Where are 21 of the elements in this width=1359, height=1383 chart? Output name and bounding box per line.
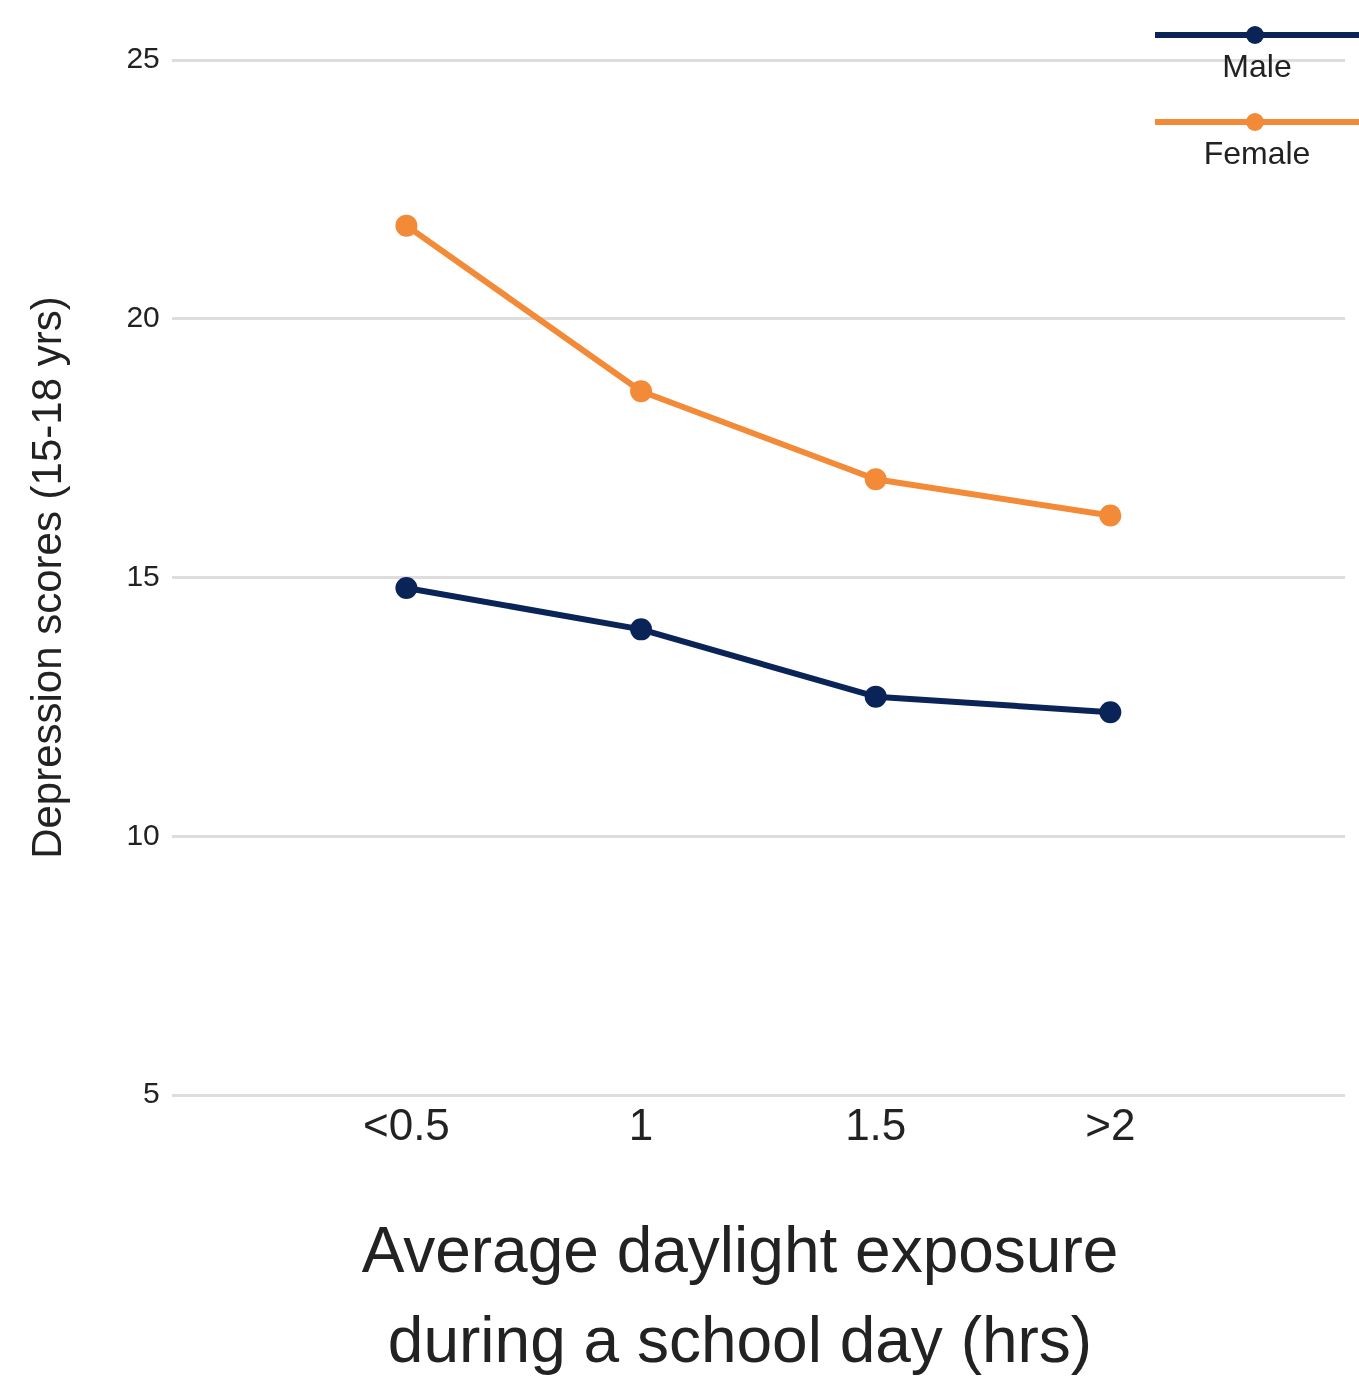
y-tick-label: 10 [126,817,160,851]
y-tick-label: 25 [126,41,160,75]
point [395,214,418,237]
x-tick-label: <0.5 [362,1099,450,1149]
y-tick-label: 20 [126,300,160,334]
point [864,685,887,708]
point [1099,504,1122,527]
point [1099,701,1122,724]
legend-label: Female [1202,135,1312,172]
y-axis-title: Depression scores (15-18 yrs) [22,296,70,859]
x-tick-label: 1 [628,1099,654,1149]
x-tick-label: 1.5 [845,1099,907,1149]
point [630,380,653,403]
x-tick-label: >2 [1085,1099,1136,1149]
y-tick-label: 5 [143,1076,160,1110]
point [395,576,418,599]
legend-label: Male [1221,48,1293,85]
point [864,468,887,491]
y-tick-label: 15 [126,558,160,592]
x-axis-title: Average daylight exposure during a school day (hrs) [360,1213,1120,1378]
point [630,618,653,641]
